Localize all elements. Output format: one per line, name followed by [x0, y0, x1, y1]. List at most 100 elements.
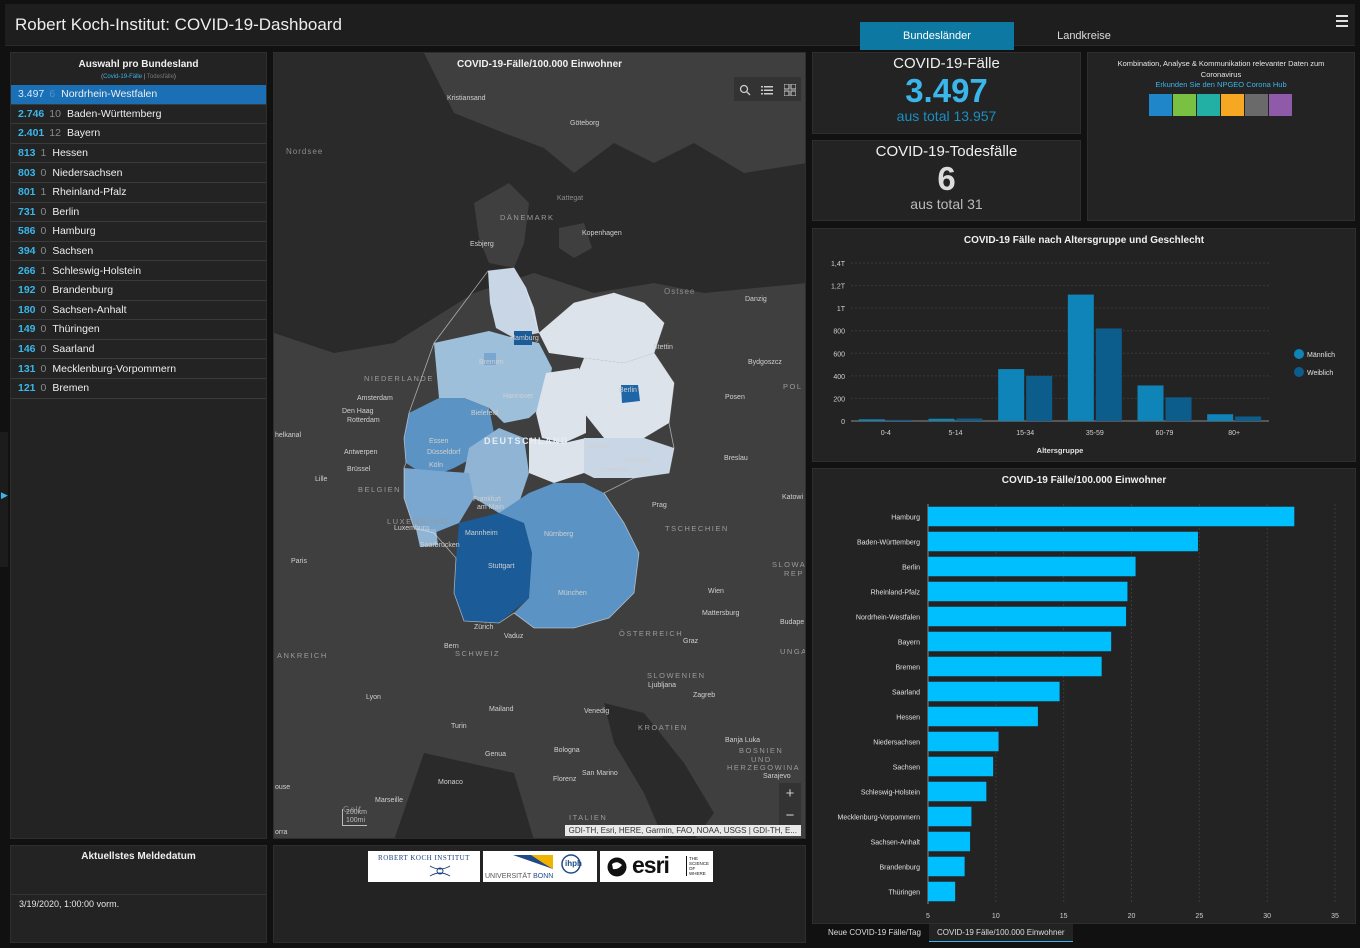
tab-landkreise[interactable]: Landkreise [1057, 30, 1111, 42]
map-label-berlin: Berlin [619, 387, 637, 394]
menu-icon[interactable] [1336, 15, 1348, 27]
list-item[interactable]: 813 1 Hessen [11, 144, 266, 164]
zoom-out-button[interactable]: − [785, 807, 795, 824]
list-item[interactable]: 180 0 Sachsen-Anhalt [11, 301, 266, 321]
state-cases: 121 [18, 382, 36, 395]
y-tick-label: Bayern [898, 640, 920, 647]
state-deaths: 1 [40, 147, 47, 160]
chart-tabs: Neue COVID-19 Fälle/Tag COVID-19 Fälle/1… [820, 924, 1073, 942]
report-date-panel: Aktuellstes Meldedatum 3/19/2020, 1:00:0… [10, 845, 267, 943]
bar-nordrhein-westfalen [928, 606, 1127, 627]
y-tick-label: Berlin [902, 565, 920, 572]
list-item[interactable]: 149 0 Thüringen [11, 320, 266, 340]
hub-icons[interactable] [1088, 94, 1354, 116]
people-icon[interactable] [1173, 94, 1196, 116]
list-item[interactable]: 121 0 Bremen [11, 379, 266, 399]
uni-bonn-logo[interactable]: UNIVERSITÄT BONN ihph [483, 851, 597, 882]
tab-bundeslaender[interactable]: Bundesländer [860, 22, 1014, 50]
list-item[interactable]: 801 1 Rheinland-Pfalz [11, 183, 266, 203]
map-label-zagreb: Zagreb [693, 692, 716, 699]
bar-maennlich [928, 418, 955, 421]
y-tick-label: Hamburg [891, 515, 920, 522]
esri-wordmark: esri [632, 852, 670, 878]
map-label-frankfurt: Frankfurt [473, 496, 502, 503]
map-label-muenchen: München [558, 590, 587, 597]
map-label-bosnien: BOSNIEN [739, 746, 784, 755]
info-text: Kombination, Analyse & Kommunikation rel… [1117, 59, 1325, 79]
esri-logo[interactable]: esri THE SCIENCE OF WHERE [600, 851, 713, 882]
list-item[interactable]: 586 0 Hamburg [11, 222, 266, 242]
state-saarland [416, 529, 438, 547]
state-list: 3.497 6 Nordrhein-Westfalen 2.746 10 Baden-Wü… [11, 85, 266, 399]
list-item[interactable]: 2.401 12 Bayern [11, 124, 266, 144]
map-label-ouse: ouse [275, 784, 291, 791]
building-icon[interactable] [1221, 94, 1244, 116]
bar-bremen [928, 656, 1102, 677]
state-list-legend: (Covid-19-Fälle | Todesfälle) [101, 74, 176, 80]
bar-weiblich [1026, 375, 1053, 421]
y-tick-label: Thüringen [888, 890, 920, 897]
deaths-indicator: COVID-19-Todesfälle 6 aus total 31 [812, 140, 1081, 221]
hands-icon[interactable] [1149, 94, 1172, 116]
bar-weiblich [1235, 416, 1262, 421]
state-name: Bayern [66, 127, 101, 140]
bar-saarland [928, 681, 1060, 702]
esri-tagline: THE SCIENCE OF WHERE [686, 856, 709, 876]
state-list-title: Auswahl pro Bundesland [78, 59, 199, 70]
map-label-mannheim: Mannheim [465, 530, 498, 537]
state-cases: 192 [18, 284, 36, 297]
list-item[interactable]: 2.746 10 Baden-Württemberg [11, 105, 266, 125]
map-label-deutschland: DEUTSCHLAND [484, 436, 569, 446]
state-deaths: 1 [40, 264, 47, 277]
list-icon[interactable] [761, 83, 774, 95]
x-tick-label: 10 [992, 913, 1000, 920]
state-niedersachsen [434, 331, 552, 423]
y-tick-label: Hessen [896, 715, 920, 722]
basemap-grid-icon[interactable] [783, 83, 797, 97]
tab-new-cases-per-day[interactable]: Neue COVID-19 Fälle/Tag [828, 928, 921, 937]
list-item[interactable]: 192 0 Brandenburg [11, 281, 266, 301]
list-item[interactable]: 146 0 Saarland [11, 340, 266, 360]
map-label-luxemburg: LUXEMBURG [387, 517, 449, 526]
map-label-stettin: Stettin [653, 344, 673, 351]
chevron-right-icon: ▶ [1, 490, 8, 500]
state-hessen [464, 428, 529, 513]
map-label-breslau: Breslau [724, 455, 748, 462]
header-bar: Robert Koch-Institut: COVID-19-Dashboard… [5, 4, 1355, 50]
map-label-ostsee: Ostsee [664, 287, 696, 296]
search-icon[interactable] [739, 83, 751, 96]
car-icon[interactable] [1245, 94, 1268, 116]
map-label-graz: Graz [683, 638, 699, 645]
zoom-in-button[interactable]: + [785, 785, 795, 802]
list-item[interactable]: 731 0 Berlin [11, 203, 266, 223]
list-item[interactable]: 803 0 Niedersachsen [11, 163, 266, 183]
list-item[interactable]: 3.497 6 Nordrhein-Westfalen [11, 85, 266, 105]
map-label-kroatien: KROATIEN [638, 723, 688, 732]
list-item[interactable]: 131 0 Mecklenburg-Vorpommern [11, 359, 266, 379]
map-label-duesseldorf: Düsseldorf [427, 449, 461, 456]
tab-cases-per-100k[interactable]: COVID-19 Fälle/100.000 Einwohner [928, 924, 1073, 942]
map-label-bruessel: Brüssel [347, 466, 371, 473]
rki-logo[interactable]: ROBERT KOCH INSTITUT [368, 851, 480, 882]
state-deaths: 0 [40, 205, 47, 218]
list-item[interactable]: 266 1 Schleswig-Holstein [11, 261, 266, 281]
map-canvas[interactable] [274, 53, 806, 839]
state-hamburg [514, 331, 532, 345]
state-deaths: 0 [40, 245, 47, 258]
legend-swatch [1294, 367, 1304, 377]
npgeo-hub-link[interactable]: Erkunden Sie den NPGEO Corona Hub [1155, 80, 1287, 89]
x-tick-label: 5 [926, 913, 930, 920]
bar-weiblich [1095, 328, 1122, 421]
list-item[interactable]: 394 0 Sachsen [11, 242, 266, 262]
sea-adriatic [604, 703, 714, 838]
state-name: Niedersachsen [52, 166, 123, 179]
map-label-bydgoszcz: Bydgoszcz [748, 359, 782, 366]
map-panel[interactable]: COVID-19-Fälle/100.000 Einwohner Kristia… [273, 52, 806, 839]
state-name: Saarland [52, 343, 95, 356]
state-deaths: 10 [49, 107, 61, 120]
heart-icon[interactable] [1197, 94, 1220, 116]
map-attribution: GDI-TH, Esri, HERE, Garmin, FAO, NOAA, U… [564, 825, 801, 836]
house-icon[interactable] [1269, 94, 1292, 116]
side-expand-handle[interactable]: ▶ [0, 432, 8, 567]
map-label-zuerich: Zürich [474, 624, 494, 631]
